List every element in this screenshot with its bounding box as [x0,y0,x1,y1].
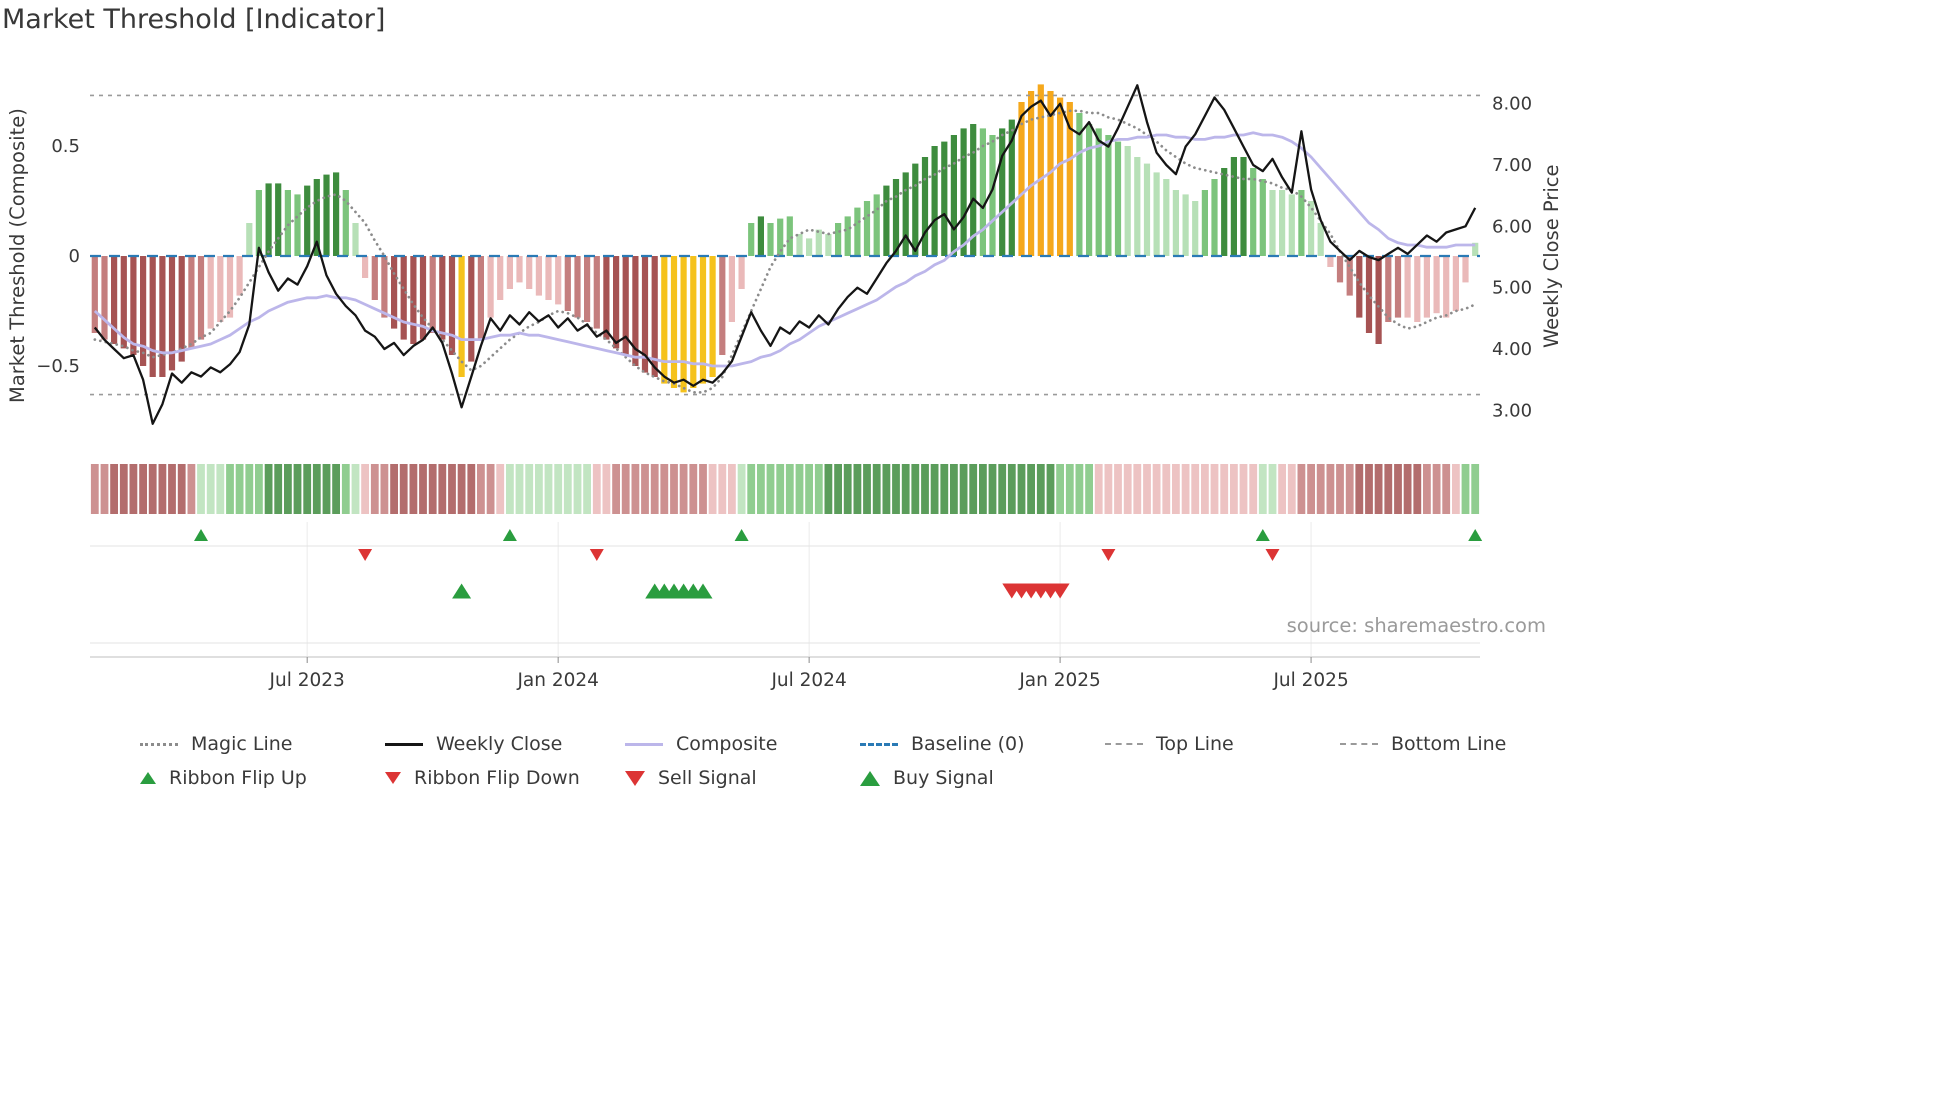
ribbon-flip-up-icon [140,772,156,784]
legend-label: Bottom Line [1391,733,1507,755]
series-magic-line [93,109,1477,394]
chart-title: Market Threshold [Indicator] [2,4,386,35]
magic-line-sample [140,742,178,746]
legend-label: Weekly Close [436,733,563,755]
svg-text:7.00: 7.00 [1492,155,1532,176]
svg-text:6.00: 6.00 [1492,216,1532,237]
svg-text:Jan 2025: Jan 2025 [1018,670,1100,691]
svg-text:0: 0 [69,246,80,267]
chart-legend: Magic Line Weekly Close Composite Baseli… [140,733,1520,789]
legend-item-bottom-line: Bottom Line [1340,733,1520,755]
weekly-close-sample [385,742,423,746]
svg-text:5.00: 5.00 [1492,278,1532,299]
legend-item-weekly-close: Weekly Close [385,733,625,755]
series-weekly-close [93,84,1477,425]
legend-label: Buy Signal [893,767,994,789]
buy-signal-icon [860,770,880,786]
legend-item-buy-signal: Buy Signal [860,767,1105,789]
legend-label: Composite [676,733,778,755]
legend-label: Top Line [1156,733,1234,755]
svg-text:4.00: 4.00 [1492,339,1532,360]
svg-text:Jul 2025: Jul 2025 [1272,670,1348,691]
svg-text:Jul 2024: Jul 2024 [770,670,846,691]
legend-item-baseline: Baseline (0) [860,733,1105,755]
svg-text:Jan 2024: Jan 2024 [516,670,598,691]
grid-and-frame [90,522,1480,658]
svg-text:Jul 2023: Jul 2023 [269,670,345,691]
legend-item-magic-line: Magic Line [140,733,385,755]
composite-line-sample [625,742,663,746]
sell-signal-icon [625,770,645,786]
legend-label: Ribbon Flip Down [414,767,580,789]
legend-item-top-line: Top Line [1105,733,1340,755]
svg-text:8.00: 8.00 [1492,94,1532,115]
source-credit: source: sharemaestro.com [1286,614,1546,637]
bottom-line-sample [1340,743,1378,745]
indicator-chart: 0.5 0 −0.5 8.00 7.00 6.00 5.00 4.00 3.00 Jul 2023… [36,84,1532,691]
legend-item-ribbon-flip-down: Ribbon Flip Down [385,767,625,789]
svg-text:3.00: 3.00 [1492,400,1532,421]
ribbon-flip-down-icon [385,772,401,784]
legend-item-composite: Composite [625,733,860,755]
axis-tick-labels: 0.5 0 −0.5 8.00 7.00 6.00 5.00 4.00 3.00 Jul 2023… [36,94,1532,691]
legend-item-sell-signal: Sell Signal [625,767,860,789]
legend-label: Magic Line [191,733,293,755]
top-line-sample [1105,743,1143,745]
legend-label: Sell Signal [658,767,757,789]
baseline-sample [860,742,898,746]
svg-text:0.5: 0.5 [51,136,80,157]
svg-text:−0.5: −0.5 [36,356,80,377]
trend-ribbon [90,464,1480,514]
threshold-bars [91,84,1479,393]
legend-label: Baseline (0) [911,733,1025,755]
series-composite [93,131,1476,368]
signal-markers [194,529,1483,599]
line-series [93,84,1477,425]
legend-item-ribbon-flip-up: Ribbon Flip Up [140,767,385,789]
legend-label: Ribbon Flip Up [169,767,307,789]
